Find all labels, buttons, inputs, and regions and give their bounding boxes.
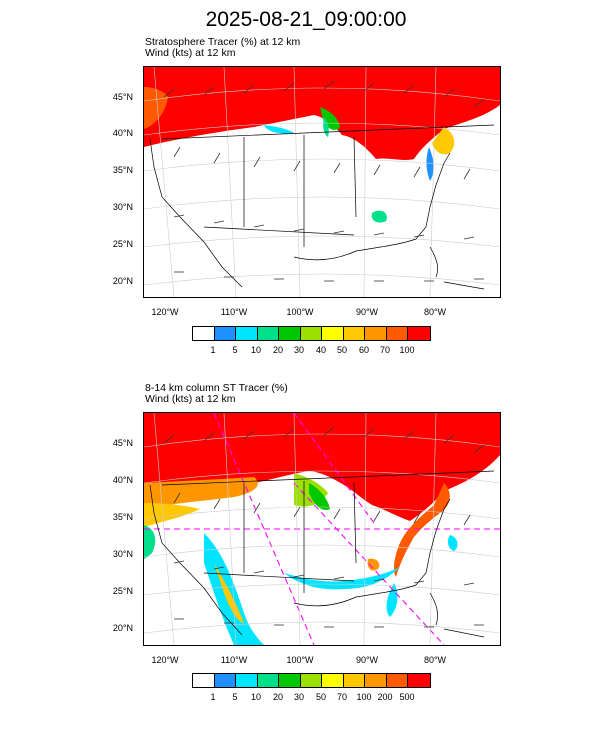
page-title: 2025-08-21_09:00:00 — [205, 8, 407, 31]
panel2-lon-label-80w: 80°W — [423, 655, 447, 665]
panel1-colorbar-swatch — [214, 327, 236, 340]
panel1-wind-barbs — [163, 80, 485, 282]
panel1-colorbar-swatch — [279, 327, 301, 340]
panel2-lat-label-45n: 45°N — [112, 438, 133, 448]
panel2-colorbar-label: 100 — [356, 692, 372, 702]
panel1-colorbar-label: 5 — [232, 345, 238, 355]
panel1-lon-label-90w: 90°W — [355, 307, 379, 317]
panel2-colorbar-label: 20 — [272, 692, 283, 702]
panel2-lon-label-90w: 90°W — [355, 655, 379, 665]
panel2-colorbar — [192, 673, 431, 688]
panel1-colorbar-swatch — [193, 327, 215, 340]
panel2-colorbar-swatch — [386, 674, 408, 687]
panel2-graticule — [144, 413, 500, 645]
panel1-colorbar-label: 20 — [272, 345, 283, 355]
panel1-title: Stratosphere Tracer (%) at 12 km — [145, 36, 301, 48]
panel1-coastlines — [149, 124, 495, 290]
panel2-subtitle: Wind (kts) at 12 km — [145, 393, 236, 405]
panel1-map-canvas — [144, 67, 500, 297]
panel1-lat-label-40n: 40°N — [112, 128, 133, 138]
panel1-lat-label-30n: 30°N — [112, 202, 133, 212]
panel2-colorbar-label: 1 — [210, 692, 216, 702]
panel1-colorbar-swatch — [236, 327, 258, 340]
panel2-colorbar-swatch — [343, 674, 365, 687]
panel2-colorbar-swatch — [300, 674, 322, 687]
panel2-title: 8-14 km column ST Tracer (%) — [145, 382, 288, 394]
panel2-colorbar-label: 10 — [250, 692, 261, 702]
panel2-colorbar-swatch — [214, 674, 236, 687]
panel1-colorbar-label: 10 — [250, 345, 261, 355]
panel1-lon-label-80w: 80°W — [423, 307, 447, 317]
panel1-colorbar-label: 60 — [358, 345, 369, 355]
panel1-subtitle: Wind (kts) at 12 km — [145, 47, 236, 59]
panel1-colorbar-label: 40 — [315, 345, 326, 355]
panel1-colorbar-swatch — [300, 327, 322, 340]
panel2-colorbar-label: 50 — [315, 692, 326, 702]
panel1-colorbar-label: 30 — [293, 345, 304, 355]
panel2-wind-barbs — [163, 426, 485, 628]
panel2-colorbar-label: 500 — [399, 692, 415, 702]
panel1-lon-label-110w: 110°W — [220, 307, 248, 317]
panel1-graticule — [144, 67, 500, 297]
panel1-colorbar-swatch — [365, 327, 387, 340]
panel2-colorbar-label: 200 — [377, 692, 393, 702]
panel1-colorbar — [192, 326, 431, 341]
panel2-colorbar-label: 70 — [336, 692, 347, 702]
panel1-colorbar-label: 70 — [379, 345, 390, 355]
panel2-lat-label-20n: 20°N — [112, 623, 133, 633]
panel2-dashed-lines — [144, 413, 500, 645]
panel1-colorbar-label: 1 — [210, 345, 216, 355]
panel1-colorbar-swatch — [386, 327, 408, 340]
panel2-lat-label-30n: 30°N — [112, 549, 133, 559]
panel2-lon-label-110w: 110°W — [220, 655, 248, 665]
panel2-lon-label-120w: 120°W — [151, 655, 179, 665]
panel1-colorbar-label: 100 — [399, 345, 415, 355]
panel2-colorbar-swatch — [193, 674, 215, 687]
panel1-lon-label-100w: 100°W — [286, 307, 314, 317]
panel2-colorbar-label: 5 — [232, 692, 238, 702]
panel1-lat-label-20n: 20°N — [112, 276, 133, 286]
panel1-colorbar-swatch — [257, 327, 279, 340]
panel2-colorbar-swatch — [236, 674, 258, 687]
panel2-colorbar-label: 30 — [293, 692, 304, 702]
panel2-coastlines — [149, 470, 495, 638]
panel1-lat-label-25n: 25°N — [112, 239, 133, 249]
panel1-colorbar-swatch — [322, 327, 344, 340]
panel2-colorbar-swatch — [257, 674, 279, 687]
panel1-map — [143, 66, 501, 298]
panel1-lat-label-35n: 35°N — [112, 165, 133, 175]
panel1-tracer-field — [144, 67, 500, 223]
panel1-colorbar-swatch — [343, 327, 365, 340]
panel2-lat-label-25n: 25°N — [112, 586, 133, 596]
panel2-lat-label-40n: 40°N — [112, 475, 133, 485]
panel1-colorbar-label: 50 — [336, 345, 347, 355]
panel2-colorbar-swatch — [408, 674, 430, 687]
panel1-lon-label-120w: 120°W — [151, 307, 179, 317]
panel2-map-canvas — [144, 413, 500, 645]
panel2-colorbar-swatch — [279, 674, 301, 687]
panel2-lon-label-100w: 100°W — [286, 655, 314, 665]
panel2-colorbar-swatch — [322, 674, 344, 687]
panel1-lat-label-45n: 45°N — [112, 92, 133, 102]
panel2-tracer-field — [144, 413, 500, 645]
panel2-lat-label-35n: 35°N — [112, 512, 133, 522]
panel2-map — [143, 412, 501, 646]
panel1-colorbar-swatch — [408, 327, 430, 340]
panel2-colorbar-swatch — [365, 674, 387, 687]
